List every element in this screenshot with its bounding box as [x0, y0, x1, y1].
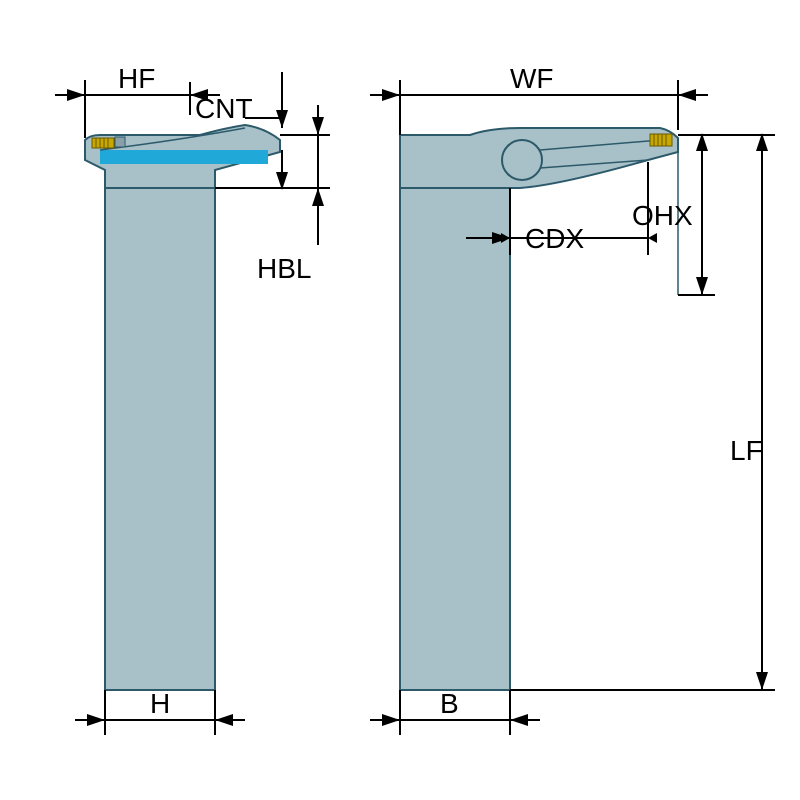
- technical-drawing: HF CNT HBL H WF: [0, 0, 800, 800]
- label-h: H: [150, 688, 170, 719]
- left-view: [85, 125, 280, 690]
- coolant-channel: [100, 150, 268, 164]
- label-cnt: CNT: [195, 93, 253, 124]
- left-insert: [92, 138, 114, 148]
- dim-wf: WF: [370, 63, 708, 135]
- dim-b: B: [370, 688, 540, 735]
- dim-h: H: [75, 688, 245, 735]
- label-ohx: OHX: [632, 200, 693, 231]
- left-shank: [105, 188, 215, 690]
- label-b: B: [440, 688, 459, 719]
- right-shank: [400, 188, 510, 690]
- right-head: [400, 128, 678, 188]
- label-wf: WF: [510, 63, 554, 94]
- right-insert: [650, 134, 672, 146]
- label-lf: LF: [730, 435, 763, 466]
- label-hbl: HBL: [257, 253, 311, 284]
- label-hf: HF: [118, 63, 155, 94]
- label-cdx: CDX: [525, 223, 584, 254]
